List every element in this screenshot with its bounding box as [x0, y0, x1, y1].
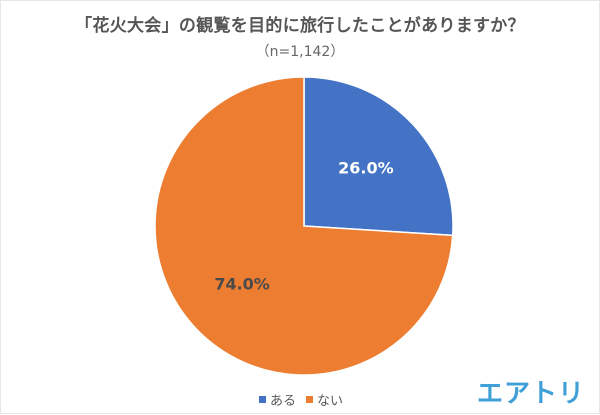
airtrip-logo: エアトリ — [476, 379, 585, 409]
pie-slice-0 — [303, 76, 454, 237]
slice-label-aru: 26.0% — [338, 158, 394, 178]
legend-item-aru: ある — [259, 390, 296, 409]
chart-legend: ある ない — [259, 390, 343, 409]
chart-subtitle: （n=1,142） — [255, 44, 345, 60]
pie-slice-1 — [154, 76, 454, 376]
legend-label: ある — [270, 394, 297, 409]
legend-swatch-icon — [259, 396, 266, 403]
legend-item-nai: ない — [306, 390, 343, 409]
chart-title: 「花火大会」の観覧を目的に旅行したことがありますか？ — [75, 16, 525, 36]
slice-label-nai: 74.0% — [214, 274, 270, 294]
legend-label: ない — [317, 394, 344, 409]
legend-swatch-icon — [306, 396, 314, 403]
